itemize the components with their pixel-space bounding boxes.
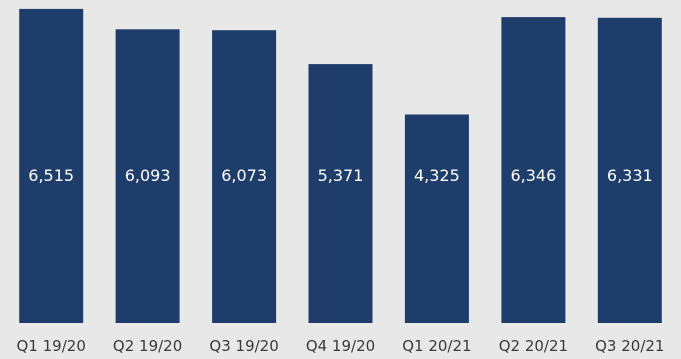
bar (308, 64, 373, 323)
bar-value-label: 4,325 (414, 166, 460, 185)
x-tick-label: Q3 20/21 (595, 337, 664, 355)
value-labels-group: 6,515 6,093 6,073 5,371 4,325 6,346 6,331 (28, 166, 652, 185)
bar (212, 30, 277, 323)
bars-group (19, 8, 662, 324)
x-tick-label: Q3 19/20 (209, 337, 278, 355)
x-tick-labels-group: Q1 19/20 Q2 19/20 Q3 19/20 Q4 19/20 Q1 20/21… (17, 337, 665, 355)
bar-value-label: 6,331 (607, 166, 653, 185)
x-tick-label: Q2 20/21 (499, 337, 568, 355)
bar-value-label: 6,346 (510, 166, 556, 185)
bar (19, 8, 84, 324)
bar (115, 29, 180, 324)
x-tick-label: Q1 19/20 (17, 337, 86, 355)
bar-value-label: 6,073 (221, 166, 267, 185)
bar (597, 17, 662, 324)
bar-value-label: 5,371 (318, 166, 364, 185)
bar (404, 114, 469, 323)
bar (501, 17, 566, 323)
x-tick-label: Q2 19/20 (113, 337, 182, 355)
bar-value-label: 6,093 (125, 166, 171, 185)
x-tick-label: Q1 20/21 (402, 337, 471, 355)
bar-value-label: 6,515 (28, 166, 74, 185)
x-tick-label: Q4 19/20 (306, 337, 375, 355)
